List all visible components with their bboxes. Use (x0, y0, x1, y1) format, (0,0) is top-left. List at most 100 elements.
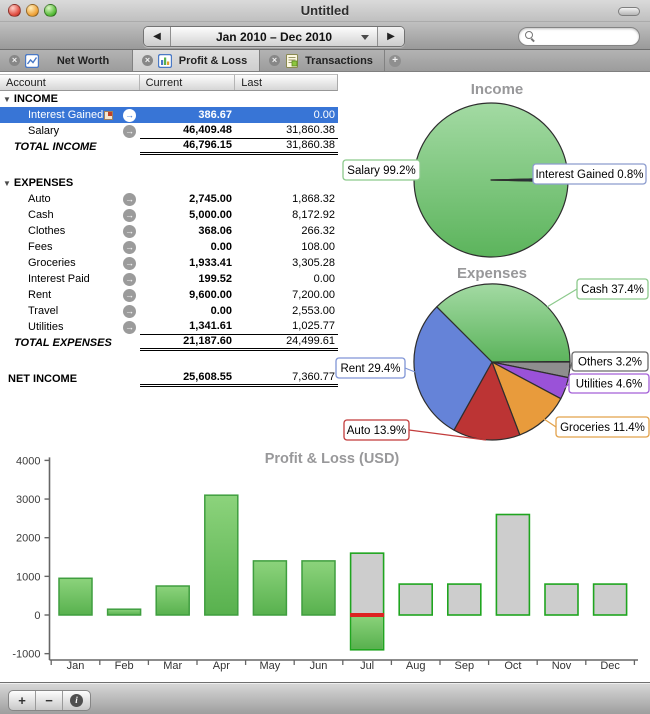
info-button[interactable]: i (63, 691, 90, 710)
row-rent[interactable]: Rent → 9,600.00 7,200.00 (0, 287, 338, 303)
tab-close-icon[interactable]: × (9, 55, 20, 66)
row-utilities[interactable]: Utilities → 1,341.61 1,025.77 (0, 319, 338, 335)
tab-net-worth[interactable]: × Net Worth (0, 50, 133, 71)
plus-icon: + (389, 54, 401, 67)
row-travel[interactable]: Travel → 0.00 2,553.00 (0, 303, 338, 319)
search-field[interactable] (518, 27, 640, 46)
row-net-income[interactable]: NET INCOME 25,608.55 7,360.77 (0, 371, 338, 387)
drilldown-arrow-button[interactable]: → (123, 256, 136, 270)
minimize-window-button[interactable] (26, 4, 39, 17)
tab-profit-loss[interactable]: × Profit & Loss (133, 50, 260, 71)
y-tick-label: 1000 (16, 571, 40, 583)
tab-label: Profit & Loss (178, 54, 248, 67)
add-account-button[interactable]: + (9, 691, 36, 710)
disclosure-triangle-icon[interactable]: ▼ (3, 178, 11, 188)
account-badge-icon (104, 110, 114, 120)
callout-box-rent-29-4 (335, 357, 406, 379)
drilldown-arrow-button[interactable]: → (123, 240, 136, 254)
current-value: 0.00 (210, 305, 232, 317)
search-input[interactable] (539, 29, 631, 44)
last-value: 3,305.28 (292, 257, 335, 269)
pie-slice-cash (436, 283, 571, 363)
row-auto[interactable]: Auto → 2,745.00 1,868.32 (0, 191, 338, 207)
drilldown-arrow-button[interactable]: → (123, 192, 136, 206)
group-row-expenses[interactable]: ▼ EXPENSES (0, 175, 338, 191)
drilldown-arrow-button[interactable]: → (123, 272, 136, 286)
bar-actual-jul (351, 615, 383, 649)
group-label: EXPENSES (13, 177, 74, 189)
bar-actual-mar (155, 585, 190, 616)
tab-close-icon[interactable]: × (269, 55, 280, 66)
y-tick-label: 2000 (16, 533, 40, 545)
current-value: 386.67 (198, 109, 232, 121)
account-label: NET INCOME (8, 373, 78, 385)
callout-label: Groceries 11.4% (560, 422, 645, 434)
x-tick-label: Feb (115, 660, 134, 672)
profit-loss-chart-icon (157, 53, 173, 68)
last-value: 108.00 (301, 241, 335, 253)
callout-label: Utilities 4.6% (576, 379, 642, 391)
row-interest-paid[interactable]: Interest Paid → 199.52 0.00 (0, 271, 338, 287)
x-tick-label: Apr (213, 660, 230, 672)
x-tick-label: Nov (552, 660, 572, 672)
last-value: 7,360.77 (236, 371, 338, 387)
bar-actual-jan (58, 577, 93, 616)
tab-close-icon[interactable]: × (142, 55, 153, 66)
search-icon (525, 31, 536, 42)
drilldown-arrow-button[interactable]: → (123, 124, 136, 138)
callout-box-salary-99-2 (342, 159, 421, 181)
row-total-income[interactable]: TOTAL INCOME 46,796.15 31,860.38 (0, 139, 338, 155)
drilldown-arrow-button[interactable]: → (123, 208, 136, 222)
disclosure-triangle-icon[interactable]: ▼ (3, 94, 11, 104)
row-clothes[interactable]: Clothes → 368.06 266.32 (0, 223, 338, 239)
drilldown-arrow-button[interactable]: → (123, 304, 136, 318)
callout-line (404, 367, 416, 373)
date-range-dropdown[interactable]: Jan 2010 – Dec 2010 (170, 27, 378, 46)
column-header-account[interactable]: Account (0, 75, 140, 90)
row-groceries[interactable]: Groceries → 1,933.41 3,305.28 (0, 255, 338, 271)
x-tick-label: Mar (163, 660, 182, 672)
column-header-last[interactable]: Last (241, 77, 263, 89)
y-tick-label: 3000 (16, 494, 40, 506)
pie-slice-groceries (491, 361, 562, 436)
group-row-income[interactable]: ▼ INCOME (0, 91, 338, 107)
callout-box-groceries-11-4 (555, 416, 650, 438)
bar-chart-title: Profit & Loss (USD) (265, 451, 400, 467)
callout-line (569, 361, 573, 370)
tab-transactions[interactable]: × Transactions (260, 50, 385, 71)
row-cash[interactable]: Cash → 5,000.00 8,172.92 (0, 207, 338, 223)
chevron-down-icon (361, 35, 369, 40)
row-fees[interactable]: Fees → 0.00 108.00 (0, 239, 338, 255)
column-header-current[interactable]: Current (140, 75, 236, 90)
x-tick-label: Jun (310, 660, 328, 672)
row-interest-gained[interactable]: Interest Gained → 386.67 0.00 (0, 107, 338, 123)
row-salary[interactable]: Salary → 46,409.48 31,860.38 (0, 123, 338, 139)
pie-slice-auto (453, 361, 521, 441)
expenses-chart-title: Expenses (457, 265, 527, 282)
drilldown-arrow-button[interactable]: → (123, 108, 136, 122)
toolbar-toggle-button[interactable] (618, 7, 640, 16)
bar-actual-feb (106, 608, 142, 616)
callout-label: Salary 99.2% (347, 165, 415, 177)
account-label: TOTAL EXPENSES (14, 337, 112, 349)
row-total-expenses[interactable]: TOTAL EXPENSES 21,187.60 24,499.61 (0, 335, 338, 351)
pie-slice-rent (413, 306, 493, 431)
bar-projected-jul (349, 552, 385, 651)
window-title: Untitled (300, 3, 350, 18)
drilldown-arrow-button[interactable]: → (123, 224, 136, 238)
previous-period-button[interactable]: ◀ (144, 27, 170, 46)
drilldown-arrow-button[interactable]: → (123, 288, 136, 302)
next-period-button[interactable]: ▶ (378, 27, 404, 46)
actual-marker (350, 613, 385, 617)
add-tab-button[interactable]: + (385, 50, 405, 71)
zoom-window-button[interactable] (44, 4, 57, 17)
group-label: INCOME (13, 93, 58, 105)
drilldown-arrow-button[interactable]: → (123, 320, 136, 334)
callout-line (563, 383, 570, 389)
remove-account-button[interactable]: − (36, 691, 63, 710)
close-window-button[interactable] (8, 4, 21, 17)
account-label: Cash (28, 209, 54, 221)
current-value: 46,409.48 (140, 123, 236, 139)
last-value: 1,025.77 (236, 319, 338, 335)
x-tick-label: Dec (600, 660, 620, 672)
